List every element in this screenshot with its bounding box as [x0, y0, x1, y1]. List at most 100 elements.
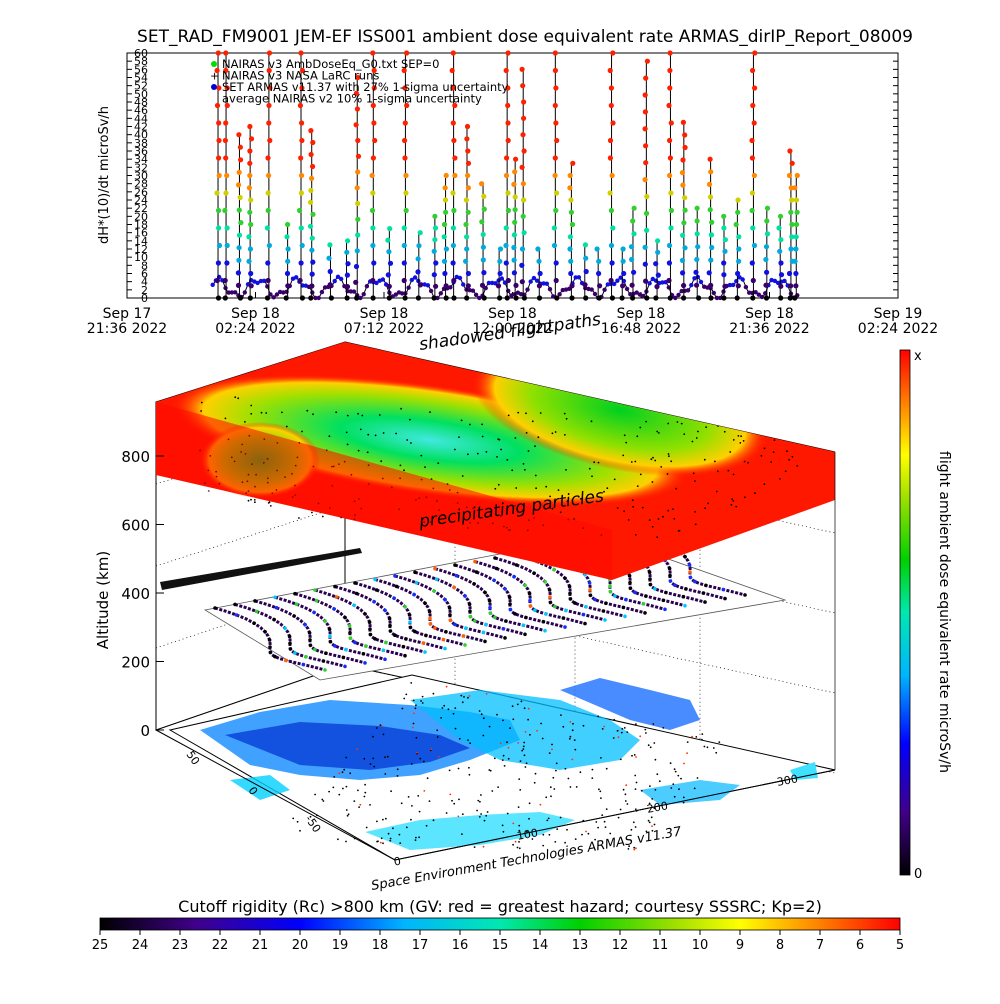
- map-track-point: [501, 759, 504, 761]
- track-point: [323, 619, 327, 623]
- track-point: [568, 591, 572, 596]
- track-point: [673, 583, 677, 587]
- map-track-point: [670, 787, 673, 789]
- map-track-point: [421, 695, 424, 698]
- track-point: [644, 594, 648, 598]
- data-point: [569, 295, 575, 301]
- data-point: [655, 272, 661, 278]
- top-layer-point: [692, 472, 695, 475]
- data-point: [222, 295, 228, 301]
- top-layer-point: [506, 459, 509, 461]
- track-point: [294, 602, 299, 606]
- y-tick-label: 18: [134, 219, 148, 232]
- track-point: [387, 616, 392, 621]
- map-track-point: [405, 693, 408, 696]
- track-point: [603, 618, 607, 622]
- data-point: [750, 277, 756, 284]
- track-point: [627, 574, 632, 578]
- data-point: [679, 170, 686, 176]
- map-track-point: [412, 699, 415, 702]
- map-track-point: [299, 829, 301, 832]
- data-point: [763, 291, 768, 296]
- data-point: [432, 237, 438, 243]
- map-track-point: [423, 760, 425, 763]
- top-layer-point: [683, 433, 686, 435]
- data-point: [554, 190, 560, 196]
- top-layer-point: [577, 495, 580, 498]
- map-track-point: [634, 788, 637, 790]
- map-track-point: [625, 784, 628, 787]
- data-point: [284, 270, 291, 277]
- top-layer-point: [779, 541, 781, 544]
- data-point: [224, 102, 230, 109]
- top-layer-point: [429, 411, 431, 413]
- map-track-point: [624, 800, 627, 802]
- data-point: [222, 137, 228, 144]
- top-layer-point: [666, 473, 669, 475]
- map-track-point: [372, 735, 374, 738]
- top-layer-point: [481, 423, 483, 426]
- top-layer-point: [789, 517, 792, 520]
- map-track-point: [652, 723, 655, 725]
- track-point: [363, 612, 367, 616]
- top-layer-point: [359, 428, 362, 431]
- data-point: [718, 295, 723, 301]
- map-track-point: [524, 766, 527, 768]
- map-track-point: [445, 812, 448, 814]
- track-point: [287, 634, 292, 639]
- top-layer-point: [714, 460, 716, 463]
- map-track-point: [517, 742, 520, 744]
- data-point: [628, 244, 635, 250]
- track-point: [304, 655, 308, 659]
- y-tick-label: 2: [141, 284, 148, 297]
- data-point: [730, 282, 736, 288]
- data-point: [442, 185, 448, 191]
- map-track-point: [418, 836, 420, 839]
- data-point: [521, 230, 527, 236]
- map-track-point: [512, 718, 515, 721]
- data-point: [224, 225, 230, 231]
- data-point: [443, 283, 449, 289]
- top-layer-point: [403, 469, 405, 472]
- track-point: [484, 622, 488, 627]
- track-point: [373, 637, 377, 641]
- track-point: [273, 595, 277, 600]
- data-point: [464, 295, 470, 301]
- map-track-point: [701, 738, 703, 741]
- track-point: [448, 613, 452, 617]
- top-layer-point: [454, 448, 456, 451]
- z-tick-label: 200: [121, 654, 150, 672]
- data-point: [589, 287, 594, 292]
- data-point: [449, 67, 455, 74]
- top-layer-point: [603, 490, 605, 493]
- map-track-point: [619, 808, 622, 811]
- data-point: [464, 234, 470, 240]
- map-track-point: [458, 798, 460, 801]
- map-track-point: [414, 839, 417, 841]
- data-point: [521, 115, 527, 121]
- data-point: [308, 187, 314, 193]
- top-layer-point: [273, 515, 276, 518]
- data-point: [759, 294, 765, 300]
- track-point: [374, 588, 379, 592]
- map-track-point: [686, 741, 689, 743]
- y-axis-ticks: 0246810121416182022242628303234363840424…: [127, 47, 898, 305]
- track-point: [408, 620, 412, 624]
- data-point: [787, 295, 793, 301]
- data-point: [298, 190, 304, 196]
- data-point: [490, 280, 495, 286]
- data-point: [621, 278, 627, 284]
- map-track-point: [693, 787, 696, 790]
- data-point: [615, 278, 620, 283]
- track-point: [443, 646, 447, 651]
- data-point: [496, 278, 501, 283]
- data-point: [607, 67, 613, 74]
- data-point: [246, 185, 252, 191]
- map-track-point: [567, 777, 570, 780]
- track-point: [328, 634, 332, 639]
- top-layer-point: [591, 475, 593, 478]
- data-point: [655, 249, 661, 255]
- data-point: [630, 295, 636, 301]
- map-track-point: [514, 840, 517, 843]
- top-layer-point: [763, 447, 766, 450]
